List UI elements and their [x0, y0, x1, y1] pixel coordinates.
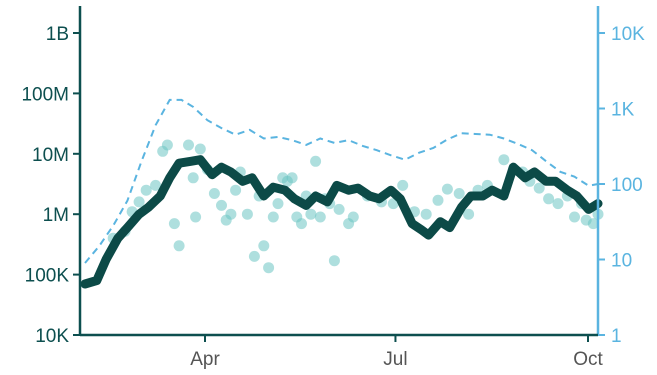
data-point [263, 262, 275, 274]
data-point [190, 211, 202, 223]
data-point [173, 240, 185, 252]
data-point [305, 208, 317, 220]
dashed-series-line [84, 98, 599, 264]
left-tick-label: 1M [43, 205, 69, 226]
data-point [569, 211, 580, 223]
data-point [194, 143, 206, 155]
data-point [463, 208, 475, 220]
data-point [296, 218, 307, 230]
x-tick-label: Oct [573, 349, 603, 370]
data-point [587, 218, 599, 230]
data-point [310, 155, 322, 167]
left-tick-label: 10K [35, 326, 69, 347]
data-point [453, 188, 465, 199]
left-tick-label: 100K [25, 266, 70, 287]
right-tick-label: 10 [611, 251, 632, 272]
data-point [150, 179, 162, 191]
data-point [168, 218, 180, 230]
data-point [498, 154, 510, 166]
data-point [543, 193, 555, 205]
data-point [133, 196, 145, 208]
data-point [140, 184, 152, 196]
x-tick-label: Apr [190, 349, 220, 370]
data-point [230, 184, 242, 196]
data-point [187, 172, 199, 184]
data-point [161, 139, 173, 151]
main-series-line [80, 155, 603, 289]
data-point [441, 183, 453, 195]
dashed-series [84, 98, 599, 264]
data-point [347, 211, 359, 223]
data-point [225, 208, 237, 220]
data-point [258, 240, 270, 252]
right-tick-label: 1 [611, 326, 622, 347]
left-tick-label: 100M [21, 84, 69, 105]
data-point [420, 208, 432, 220]
right-tick-label: 1K [611, 100, 635, 121]
axes: 10K 100K 1M 10M 100M 1B 1 10 100 1K 10K Apr Jul Oct [21, 6, 645, 370]
data-point [432, 194, 444, 206]
x-tick-label: Jul [383, 349, 407, 370]
right-tick-label: 100 [611, 175, 643, 196]
data-point [183, 139, 194, 151]
data-point [241, 208, 253, 220]
data-point [397, 179, 409, 191]
data-point [208, 188, 220, 199]
data-point [314, 211, 326, 223]
right-tick-label: 10K [611, 24, 645, 45]
data-point [248, 250, 260, 262]
left-tick-label: 10M [32, 145, 69, 166]
data-point [552, 198, 564, 210]
data-point [267, 211, 279, 223]
dots-series [107, 139, 604, 274]
data-point [333, 203, 345, 215]
data-point [533, 182, 545, 194]
data-point [216, 199, 227, 211]
left-tick-label: 1B [46, 24, 69, 45]
data-point [272, 198, 284, 210]
main-series [80, 155, 603, 289]
data-point [286, 172, 298, 184]
data-point [328, 255, 340, 267]
